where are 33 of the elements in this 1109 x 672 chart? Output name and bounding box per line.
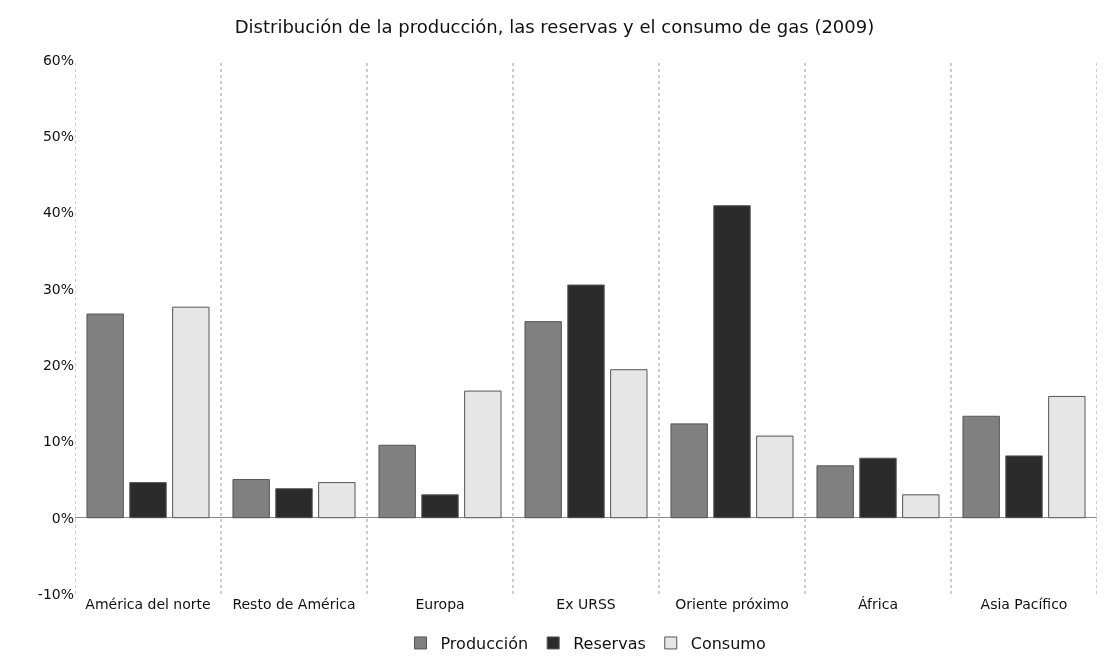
x-tick-label: Europa <box>415 596 465 612</box>
legend-label: Reservas <box>573 634 646 654</box>
bar <box>275 488 313 519</box>
x-tick-label: Asia Pacífico <box>980 596 1068 612</box>
bar <box>610 369 648 519</box>
x-tick-label: Oriente próximo <box>675 596 789 612</box>
legend-label: Consumo <box>690 634 766 654</box>
bar <box>129 482 167 519</box>
bar <box>567 284 605 519</box>
y-tick-label: 40% <box>42 204 74 221</box>
bar <box>172 306 210 519</box>
x-tick-label: América del norte <box>85 596 211 612</box>
legend-label: Producción <box>440 634 529 654</box>
bar <box>1048 395 1086 519</box>
bar <box>1005 455 1043 519</box>
bar <box>318 482 356 519</box>
bar <box>859 457 897 519</box>
bar <box>713 205 751 519</box>
y-tick-label: 20% <box>42 357 74 374</box>
y-tick-label: -10% <box>37 585 74 602</box>
bar <box>902 494 940 519</box>
bar <box>464 390 502 519</box>
bar <box>421 494 459 519</box>
y-tick-label: 60% <box>42 51 74 68</box>
y-tick-label: 0% <box>51 509 74 526</box>
y-tick-label: 50% <box>42 128 74 145</box>
y-tick-label: 10% <box>42 433 74 450</box>
chart-title: Distribución de la producción, las reservas y el consumo de gas (2009) <box>234 15 875 37</box>
x-tick-label: Ex URSS <box>556 596 616 612</box>
y-tick-label: 30% <box>42 280 74 297</box>
bar <box>756 435 794 519</box>
x-tick-label: Resto de América <box>232 596 356 612</box>
x-tick-label: África <box>858 596 898 612</box>
